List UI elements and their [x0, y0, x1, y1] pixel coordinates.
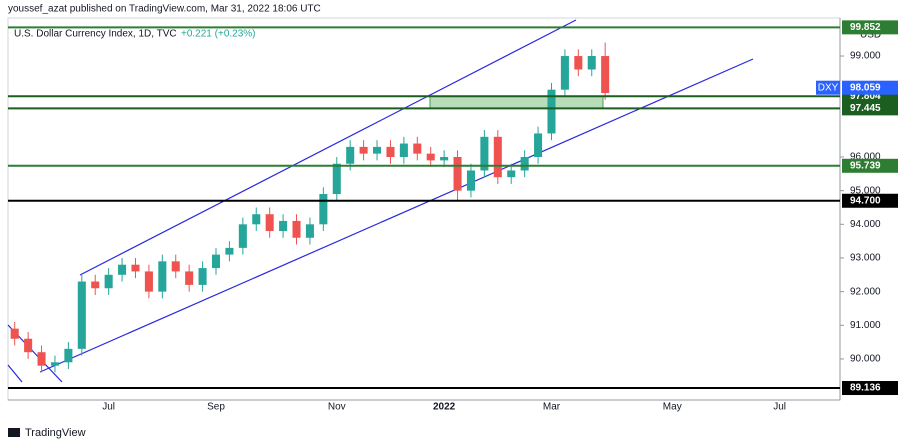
candle-body	[547, 89, 556, 134]
candle-body	[520, 157, 529, 171]
y-tick-label: 93.000	[850, 253, 881, 264]
candle-body	[238, 224, 247, 248]
price-label: 99.852	[850, 22, 881, 33]
change: +0.221 (+0.23%)	[181, 29, 256, 40]
candle-body	[480, 136, 489, 171]
price-label-box	[842, 101, 898, 116]
candle-body	[440, 157, 449, 161]
x-tick-label: Jul	[773, 402, 786, 413]
candle-body	[292, 220, 301, 238]
price-label: 94.700	[850, 195, 881, 206]
candle-body	[601, 56, 610, 94]
x-tick-label: Jul	[102, 402, 115, 413]
candle-body	[185, 271, 194, 285]
y-tick-label: 91.000	[850, 320, 881, 331]
price-label: 97.804	[850, 91, 881, 102]
price-label-box	[842, 20, 898, 35]
candle-body	[91, 281, 100, 289]
candle-body	[158, 261, 167, 292]
candle-body	[24, 338, 33, 353]
candle-body	[131, 264, 140, 272]
channel-upper	[79, 19, 577, 276]
channel-lower	[39, 58, 754, 373]
x-tick-label: Nov	[328, 402, 346, 413]
candle-body	[386, 146, 395, 158]
symbol-label: DXY	[818, 82, 839, 93]
footer: TradingView	[25, 427, 86, 439]
candle-body	[211, 254, 221, 269]
down-channel-lower	[7, 364, 23, 383]
candle-body	[466, 170, 475, 191]
price-label-box	[842, 193, 898, 208]
candle-body	[10, 328, 19, 339]
candle-body	[144, 271, 153, 292]
publisher: youssef_azat published on TradingView.co…	[8, 4, 321, 15]
price-label: 97.445	[850, 103, 881, 114]
candle-body	[359, 146, 368, 154]
y-tick-label: 99.000	[850, 51, 881, 62]
candle-body	[534, 133, 543, 158]
candle-body	[225, 247, 234, 255]
candle-body	[332, 163, 341, 195]
candle-body	[319, 194, 328, 225]
marks: 99.000 96.000 95.000 94.000 93.000 92.000 91.0…	[8, 20, 898, 413]
candle-body	[587, 56, 596, 70]
candle-body	[373, 146, 382, 154]
candle-body	[64, 348, 73, 363]
logo-mark	[8, 428, 20, 437]
candle-body	[560, 56, 569, 90]
x-tick-label: May	[663, 402, 682, 413]
candle-body	[399, 143, 408, 158]
candle-body	[493, 136, 502, 178]
last-price-box	[842, 80, 898, 95]
candle-body	[171, 261, 180, 272]
x-tick-label: Sep	[207, 402, 225, 413]
x-tick-label: 2022	[433, 402, 456, 413]
last-price-label: 98.059	[850, 82, 881, 93]
price-label: 95.739	[850, 160, 881, 171]
candle-body	[265, 214, 274, 232]
candle-body	[104, 274, 113, 289]
candle-body	[198, 268, 207, 285]
y-tick-label: 95.000	[850, 185, 881, 196]
price-label-box	[842, 381, 898, 396]
candle-body	[413, 143, 422, 154]
candle-body	[426, 153, 435, 161]
candle-body	[346, 146, 355, 164]
x-tick-label: Mar	[543, 402, 561, 413]
candle-body	[50, 362, 59, 366]
price-label-box	[842, 158, 898, 173]
candle-body	[77, 281, 86, 349]
candle-body	[37, 352, 46, 366]
candle-body	[507, 170, 516, 178]
y-tick-label: 92.000	[850, 286, 881, 297]
zone	[429, 95, 604, 109]
y-tick-label: 96.000	[850, 152, 881, 163]
chart-title: U.S. Dollar Currency Index, 1D, TVC	[14, 29, 177, 40]
logo: TradingView	[8, 427, 86, 439]
symbol-box	[816, 80, 840, 95]
candle-body	[453, 157, 462, 191]
candle-body	[118, 264, 127, 275]
candle-body	[305, 224, 314, 238]
price-label: 89.136	[850, 383, 881, 394]
candle-body	[574, 56, 583, 70]
y-tick-label: 90.000	[850, 354, 881, 365]
currency: USD	[860, 30, 881, 41]
y-tick-label: 94.000	[850, 219, 881, 230]
candle-body	[279, 220, 288, 232]
candle-body	[252, 214, 261, 225]
